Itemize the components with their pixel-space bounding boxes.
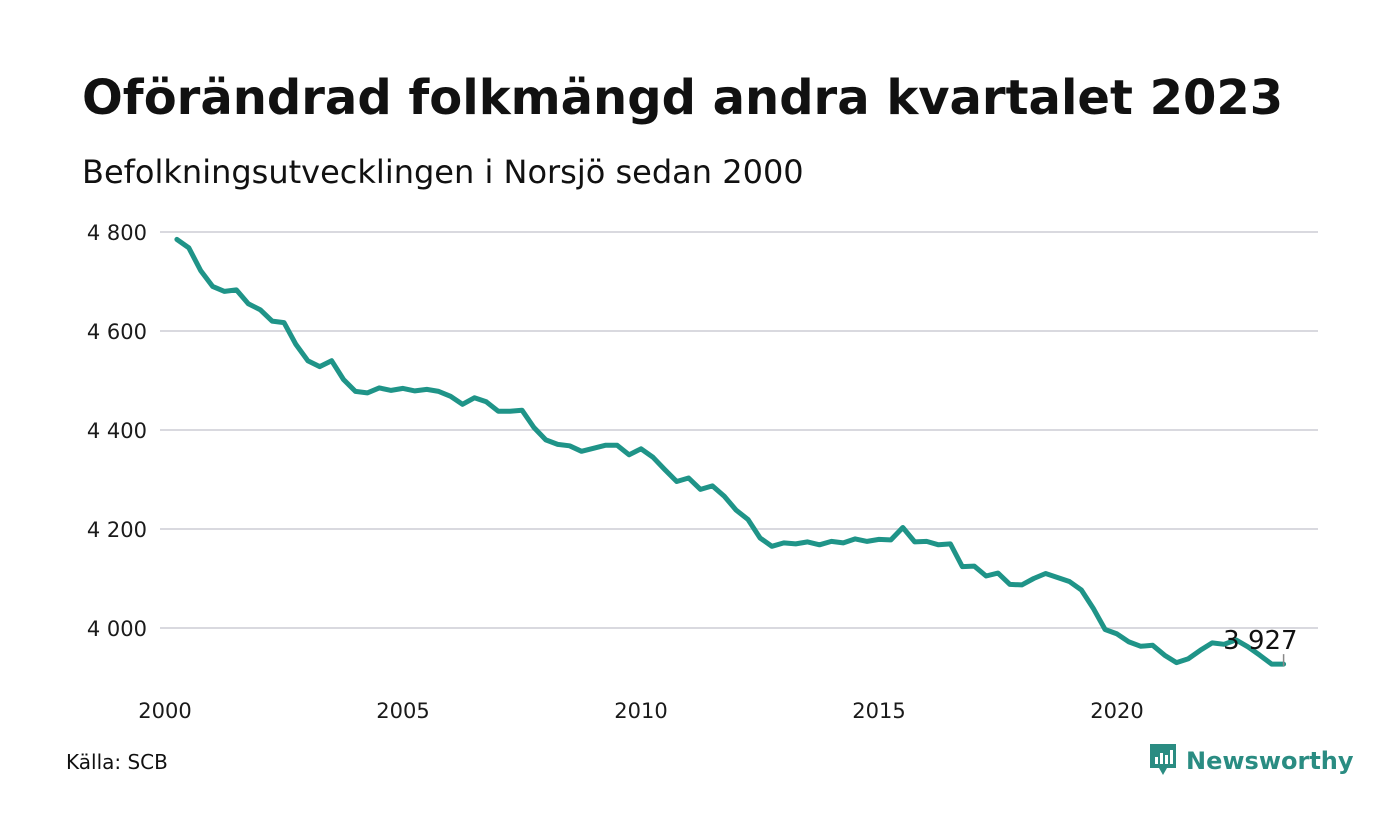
source-note: Källa: SCB [66,750,168,774]
annotation-layer: 3 927 [1223,626,1298,667]
x-tick-label: 2000 [138,699,191,723]
y-tick-label: 4 600 [87,320,147,344]
y-tick-label: 4 800 [87,221,147,245]
y-axis-ticks: 4 800 4 600 4 400 4 200 4 000 [87,221,147,641]
gridlines [160,231,1318,629]
y-tick-label: 4 400 [87,419,147,443]
y-tick-label: 4 000 [87,617,147,641]
y-tick-label: 4 200 [87,518,147,542]
x-tick-label: 2005 [376,699,429,723]
newsworthy-logo-icon [1150,744,1176,775]
x-axis-ticks: 2000 2005 2010 2015 2020 [138,699,1143,723]
chart-title: Oförändrad folkmängd andra kvartalet 202… [82,70,1284,126]
x-tick-label: 2020 [1090,699,1143,723]
x-tick-label: 2015 [852,699,905,723]
chart-subtitle: Befolkningsutvecklingen i Norsjö sedan 2… [82,153,804,191]
series-line-0 [174,236,1287,667]
x-tick-label: 2010 [614,699,667,723]
end-value-label: 3 927 [1223,626,1297,656]
brand-logo[interactable]: Newsworthy [1148,742,1354,780]
series-layer [174,236,1287,667]
brand-name: Newsworthy [1186,747,1354,775]
